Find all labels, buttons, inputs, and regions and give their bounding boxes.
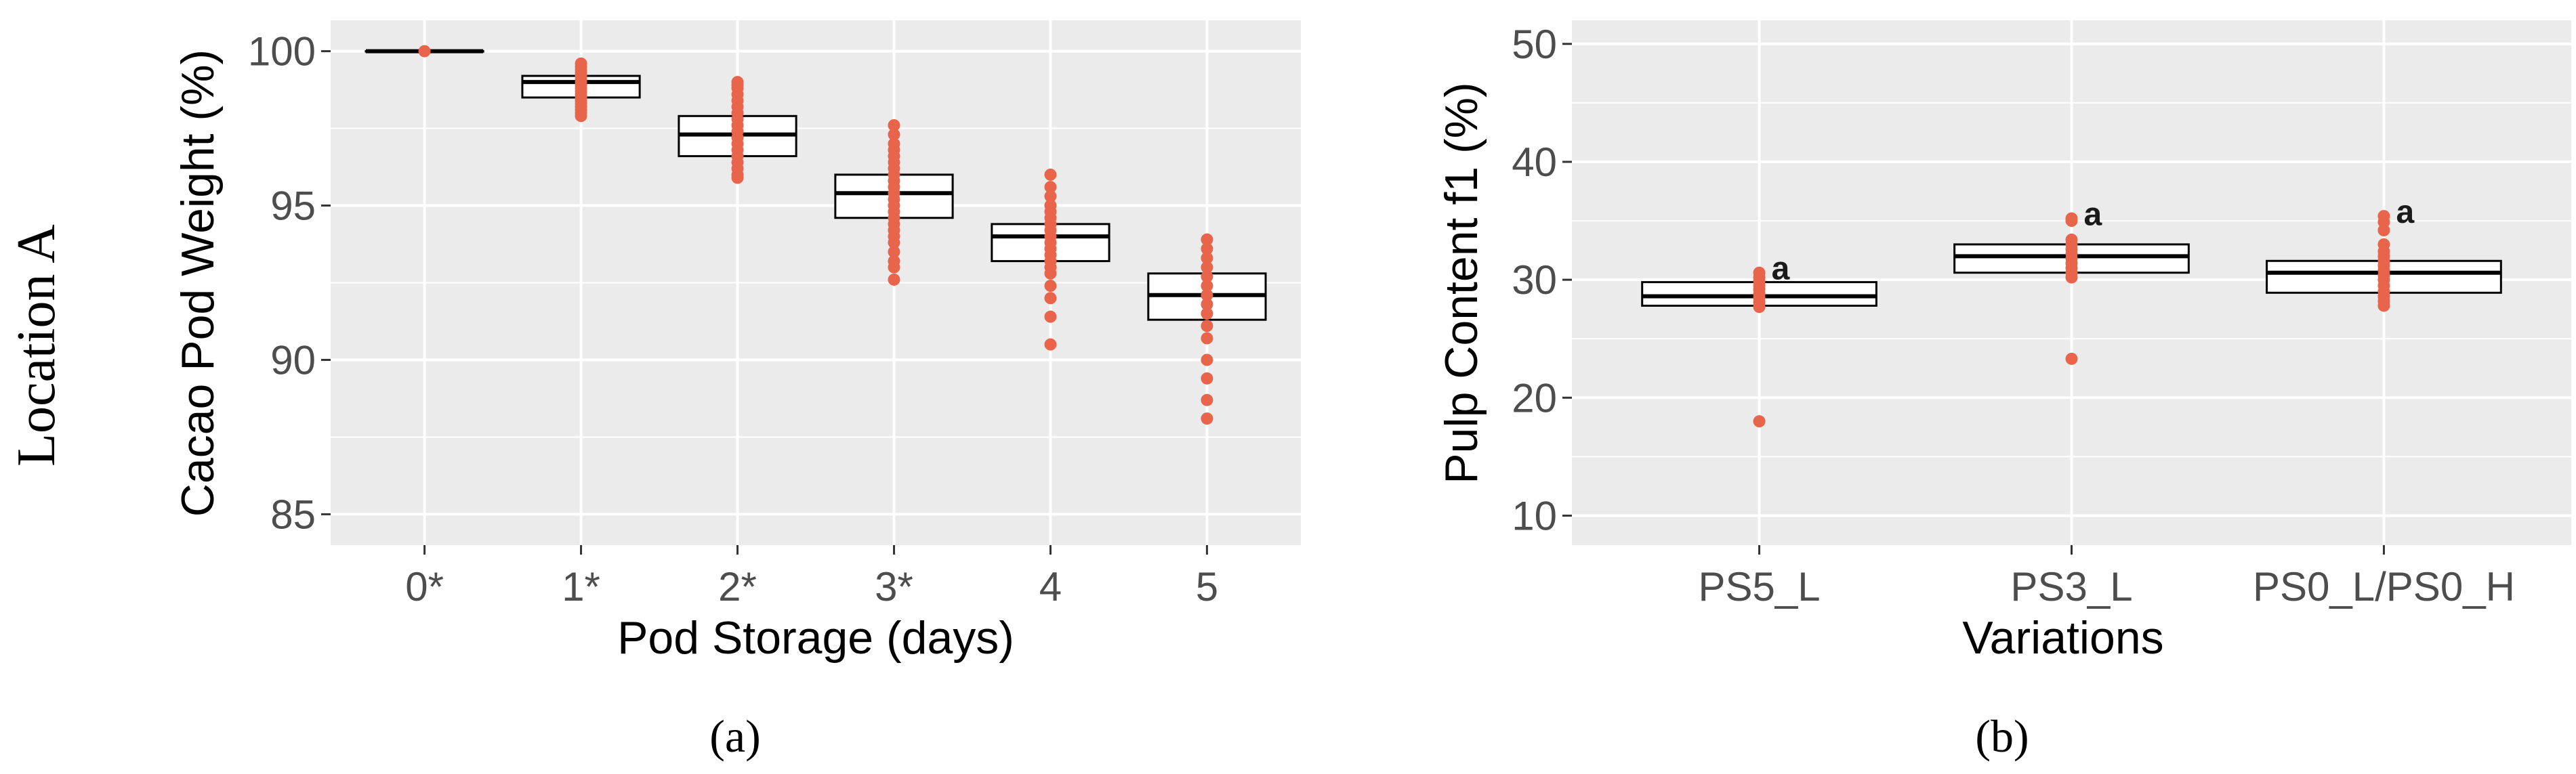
data-point [888,236,900,249]
y-tick-label: 90 [270,337,316,383]
data-point [1044,168,1057,181]
data-point [731,171,744,184]
data-point [1201,332,1213,345]
data-point [2065,352,2078,365]
row-label: Location A [7,224,66,467]
data-point [888,119,900,131]
data-point [418,45,431,58]
y-tick-label: 10 [1512,493,1557,538]
data-point [1201,280,1213,293]
data-point [1044,181,1057,194]
data-point [2065,215,2078,228]
x-axis-title-a: Pod Storage (days) [617,612,1014,664]
data-point [1201,412,1213,425]
data-point [1201,353,1213,366]
x-ticks-a: 0* 1* 2* 3* 4 5 [405,545,1218,609]
data-point [1044,267,1057,280]
data-point [1044,280,1057,293]
y-ticks-b: 10 20 30 40 50 [1512,22,1572,538]
x-tick-label: PS3_L [2010,564,2132,609]
y-ticks-a: 85 90 95 100 [248,29,331,537]
y-tick-label: 30 [1512,257,1557,303]
data-point [1201,320,1213,332]
data-point [1044,190,1057,202]
significance-letter: a [2396,194,2414,230]
data-point [1044,310,1057,323]
y-tick-label: 85 [270,492,316,537]
y-tick-label: 40 [1512,139,1557,185]
y-tick-label: 95 [270,184,316,229]
data-point [1753,415,1766,428]
data-point [1044,338,1057,351]
x-tick-label: 5 [1196,564,1218,609]
data-point [2065,271,2078,284]
data-point [888,261,900,274]
x-tick-label: PS0_L/PS0_H [2253,564,2515,609]
data-point [1201,233,1213,246]
y-axis-title-b: Pulp Content f1 (%) [1436,82,1487,483]
points-b [1753,210,2390,428]
data-point [575,110,587,123]
y-axis-title-a: Cacao Pod Weight (%) [172,49,224,517]
x-tick-label: 2* [718,564,757,609]
points-a [418,45,1213,425]
y-tick-label: 50 [1512,22,1557,67]
x-tick-label: 0* [405,564,444,609]
x-tick-label: 1* [562,564,600,609]
data-point [1201,298,1213,311]
y-tick-label: 20 [1512,375,1557,421]
data-point [1201,270,1213,283]
significance-letter: a [1772,251,1790,287]
significance-letter: a [2084,197,2102,233]
x-tick-label: PS5_L [1698,564,1820,609]
data-point [1201,252,1213,265]
data-point [2377,299,2390,312]
data-point [1201,261,1213,274]
data-point [1044,292,1057,305]
x-axis-title-b: Variations [1962,612,2163,664]
data-point [1753,301,1766,314]
caption-b: (b) [1975,710,2029,762]
data-point [1201,288,1213,301]
data-point [1201,393,1213,406]
data-point [1201,242,1213,255]
caption-a: (a) [709,710,760,762]
y-tick-label: 100 [248,29,316,74]
x-tick-label: 4 [1039,564,1062,609]
data-point [1201,307,1213,320]
data-point [888,128,900,141]
data-point [888,245,900,258]
chart-panel-b: a a a 10 20 30 40 50 PS5_L PS3_L PS0_L/PS0_H Var… [1436,20,2571,762]
x-ticks-b: PS5_L PS3_L PS0_L/PS0_H [1698,545,2515,609]
data-point [888,273,900,286]
annotations-b: a a a [1772,194,2415,287]
data-point [1201,372,1213,385]
data-point [2377,224,2390,236]
x-tick-label: 3* [875,564,913,609]
